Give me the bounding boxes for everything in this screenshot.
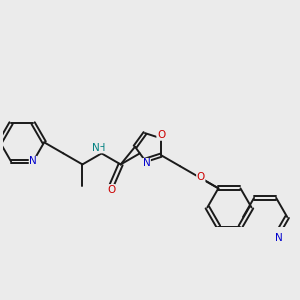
Text: N: N <box>92 143 100 153</box>
Text: N: N <box>29 157 37 166</box>
Text: H: H <box>98 143 106 153</box>
Text: N: N <box>142 158 150 169</box>
Text: O: O <box>107 184 115 195</box>
Text: N: N <box>275 233 283 243</box>
Text: O: O <box>197 172 205 182</box>
Text: O: O <box>157 130 165 140</box>
